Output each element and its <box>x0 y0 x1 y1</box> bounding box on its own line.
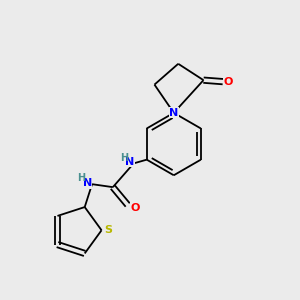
Text: N: N <box>125 157 135 166</box>
Text: S: S <box>104 225 112 235</box>
Text: N: N <box>169 108 178 118</box>
Text: O: O <box>130 203 140 213</box>
Text: H: H <box>120 153 128 163</box>
Text: N: N <box>83 178 92 188</box>
Text: H: H <box>77 173 85 183</box>
Text: O: O <box>224 76 233 87</box>
